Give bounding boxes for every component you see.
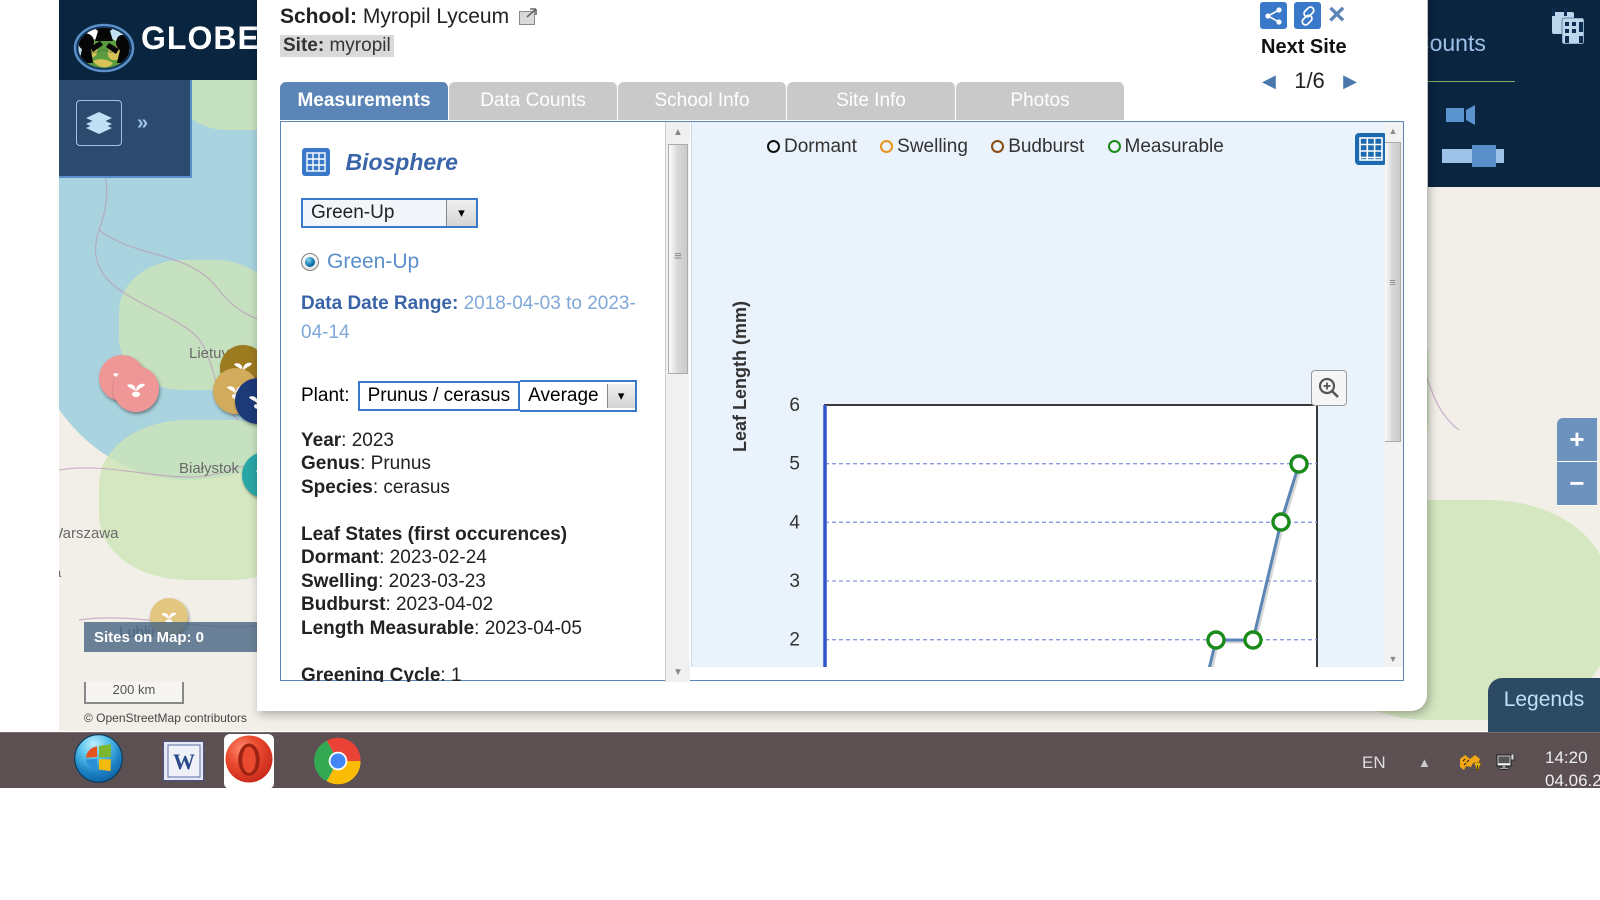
svg-text:6: 6 [789, 395, 800, 416]
svg-text:5: 5 [789, 454, 800, 475]
svg-text:4: 4 [789, 512, 800, 533]
svg-text:W: W [173, 749, 195, 774]
svg-text:!: ! [1476, 765, 1478, 772]
svg-text:2: 2 [789, 630, 800, 651]
svg-text:3: 3 [789, 571, 800, 592]
